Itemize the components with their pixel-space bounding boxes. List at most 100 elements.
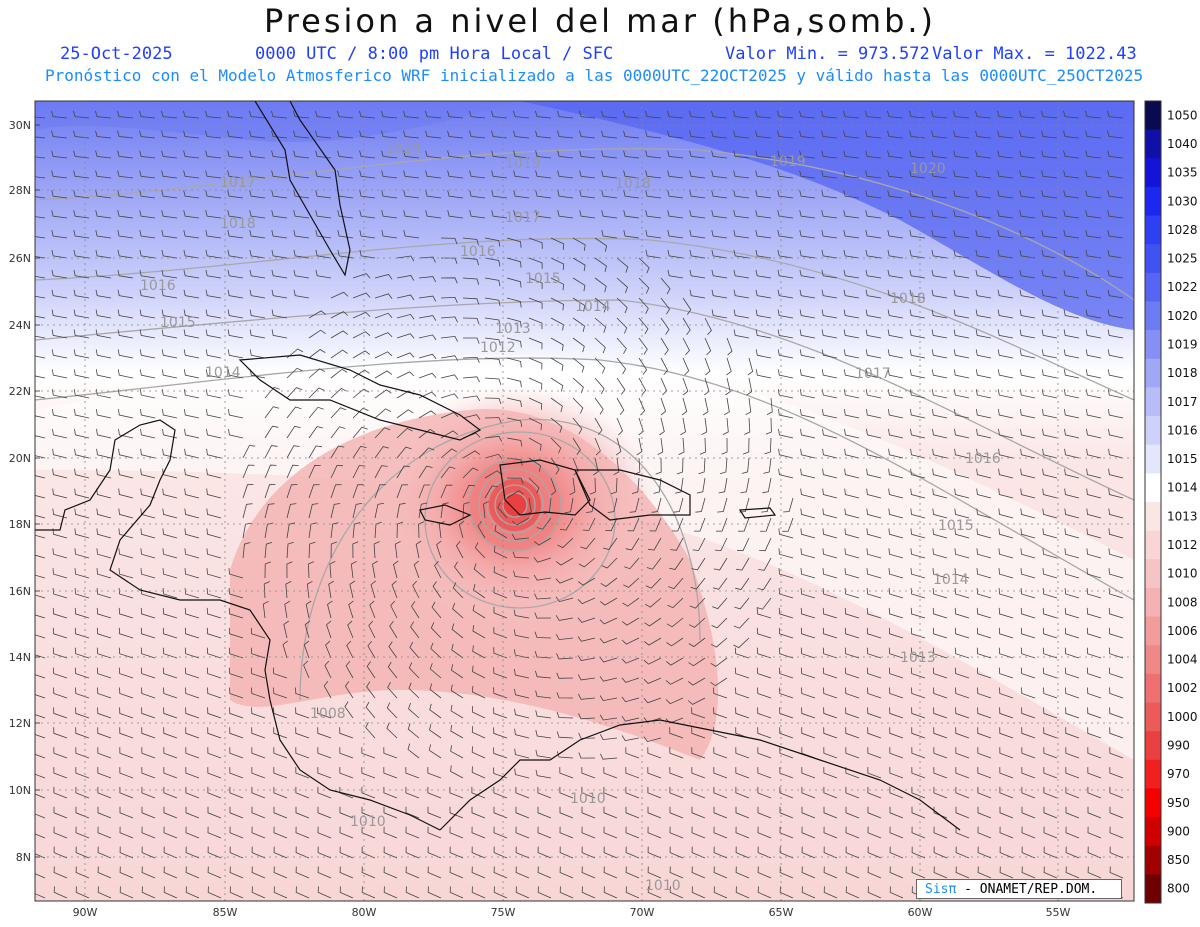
wind-barb	[865, 249, 882, 259]
wind-barb	[1021, 866, 1036, 879]
wind-barb	[1042, 528, 1058, 539]
wind-barb	[206, 508, 222, 519]
wind-barb	[599, 676, 618, 682]
wind-barb	[1085, 349, 1102, 359]
wind-barb	[183, 110, 200, 119]
wind-barb	[528, 277, 543, 289]
wind-barb	[887, 170, 904, 179]
colorbar-label: 850	[1167, 853, 1190, 867]
wind-barb	[1065, 687, 1080, 699]
wind-barb	[511, 533, 530, 540]
wind-barb	[183, 369, 200, 379]
wind-barb	[185, 886, 200, 899]
wind-barb	[286, 503, 297, 519]
wind-barb	[581, 886, 596, 899]
wind-barb	[387, 661, 398, 679]
wind-barb	[118, 468, 134, 479]
wind-barb	[755, 210, 772, 219]
wind-barb	[601, 190, 618, 199]
wind-barb	[271, 190, 288, 199]
wind-barb	[822, 587, 838, 599]
wind-barb	[53, 667, 68, 679]
wind-barb	[1020, 528, 1036, 539]
wind-barb	[800, 508, 816, 519]
wind-barb	[556, 731, 574, 739]
wind-barb	[1043, 846, 1058, 859]
wind-barb	[550, 417, 563, 433]
wind-barb	[491, 150, 508, 159]
wind-barb	[184, 428, 200, 439]
wind-barb	[206, 627, 222, 639]
wind-barb	[117, 349, 134, 359]
wind-barb	[184, 568, 200, 579]
colorbar-swatch	[1145, 731, 1161, 761]
wind-barb	[866, 428, 882, 439]
wind-barb	[264, 406, 280, 419]
wind-barb	[909, 150, 926, 159]
wind-barb	[472, 665, 486, 679]
wind-barb	[440, 466, 456, 479]
wind-barb	[755, 309, 772, 319]
wind-barb	[184, 409, 200, 419]
colorbar-swatch	[1145, 530, 1161, 560]
wind-barb	[682, 377, 689, 396]
wind-barb	[386, 702, 398, 719]
wind-barb	[1041, 389, 1058, 399]
isobar-label: 1018	[615, 176, 651, 192]
wind-barb	[977, 727, 992, 739]
wind-barb	[396, 465, 410, 479]
wind-barb	[643, 637, 662, 646]
wind-barb	[910, 448, 926, 459]
colorbar-swatch	[1145, 101, 1161, 131]
wind-barb	[35, 694, 46, 699]
wind-barb	[888, 428, 904, 439]
wind-barb	[711, 150, 728, 159]
wind-barb	[888, 568, 904, 579]
wind-barb	[73, 369, 90, 379]
colorbar-label: 1013	[1167, 509, 1198, 523]
wind-barb	[867, 687, 882, 699]
wind-barb	[161, 349, 178, 359]
wind-barb	[403, 150, 420, 159]
wind-barb	[1041, 210, 1058, 219]
wind-barb	[273, 767, 288, 779]
wind-barb	[117, 269, 134, 279]
wind-barb	[572, 337, 585, 353]
wind-barb	[206, 568, 222, 579]
colorbar-label: 1040	[1167, 137, 1198, 151]
wind-barb	[306, 580, 313, 599]
wind-barb	[450, 704, 464, 719]
wind-barb	[843, 190, 860, 199]
wind-barb	[579, 170, 596, 179]
wind-barb	[1043, 747, 1058, 759]
wind-barb	[506, 477, 524, 484]
wind-barb	[512, 551, 530, 559]
wind-barb	[1019, 249, 1036, 259]
wind-barb	[339, 767, 354, 779]
wind-barb	[755, 369, 772, 379]
wind-barb	[645, 210, 662, 219]
wind-barb	[1063, 289, 1080, 299]
wind-barb	[976, 627, 992, 639]
wind-barb	[844, 488, 860, 499]
wind-barb	[162, 508, 178, 519]
wind-barb	[484, 257, 501, 267]
wind-barb	[295, 767, 310, 779]
wind-barb	[117, 190, 134, 199]
wind-barb	[733, 309, 750, 319]
wind-barb	[161, 150, 178, 159]
wind-barb	[337, 230, 354, 239]
wind-barb	[711, 309, 728, 319]
wind-barb	[35, 156, 46, 159]
colorbar-label: 800	[1167, 882, 1190, 896]
lat-label: 20N	[9, 452, 31, 465]
wind-barb	[1020, 488, 1036, 499]
wind-barb	[1108, 627, 1124, 639]
wind-barb	[74, 448, 90, 459]
wind-barb	[295, 846, 310, 859]
wind-barb	[185, 747, 200, 759]
isobar-label: 1016	[460, 244, 496, 260]
wind-barb	[374, 274, 393, 280]
wind-barb	[381, 170, 398, 179]
wind-barb	[689, 597, 706, 609]
